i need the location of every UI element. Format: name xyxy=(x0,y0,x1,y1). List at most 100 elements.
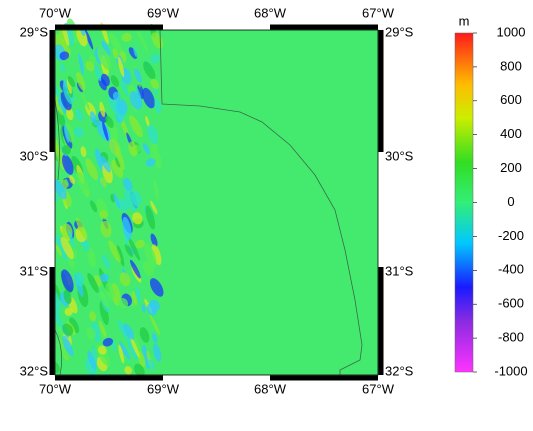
terrain-patch xyxy=(101,40,111,56)
terrain-patch xyxy=(78,53,84,75)
lat-label: 31°S xyxy=(385,263,414,278)
terrain-patch xyxy=(117,319,129,341)
terrain-patch xyxy=(137,29,148,53)
terrain-patch xyxy=(61,269,74,292)
terrain-patch xyxy=(120,80,129,97)
border-line xyxy=(159,29,363,375)
terrain-patch xyxy=(100,73,110,87)
terrain-patch xyxy=(53,179,67,200)
terrain-patch xyxy=(127,337,138,361)
terrain-patch xyxy=(62,336,74,357)
terrain-patch xyxy=(128,47,138,59)
terrain-patch xyxy=(150,200,158,215)
terrain-patch xyxy=(151,332,158,344)
terrain-patch xyxy=(118,344,125,364)
terrain-patch xyxy=(150,53,160,64)
colorbar-tick-label: 400 xyxy=(500,126,522,141)
terrain-patch xyxy=(131,290,138,306)
terrain-patch xyxy=(116,245,125,267)
lon-label: 68°W xyxy=(254,5,287,20)
colorbar-tick-label: -1000 xyxy=(494,363,527,378)
terrain-patch xyxy=(97,47,112,71)
terrain-patch xyxy=(89,200,98,213)
terrain-patch xyxy=(124,244,133,257)
terrain-patch xyxy=(113,193,120,209)
terrain-patch xyxy=(105,115,114,128)
terrain-patch xyxy=(145,116,150,127)
lon-label: 68°W xyxy=(254,381,287,396)
terrain-patch xyxy=(59,51,70,61)
terrain-patch xyxy=(129,115,143,138)
terrain-patch xyxy=(98,320,107,337)
terrain-patch xyxy=(128,237,141,261)
terrain-patch xyxy=(118,57,125,77)
terrain-patch xyxy=(119,341,131,361)
terrain-patch xyxy=(119,272,131,287)
terrain-patch xyxy=(110,75,120,88)
lat-label: 29°S xyxy=(20,24,49,39)
colorbar-tick-label: 800 xyxy=(500,58,522,73)
terrain-patch xyxy=(129,90,142,110)
terrain-patch xyxy=(89,311,97,322)
terrain-patch xyxy=(149,314,161,336)
colorbar xyxy=(454,32,474,373)
terrain-patch xyxy=(102,337,114,347)
terrain-patch xyxy=(98,345,107,355)
terrain-patch xyxy=(66,107,74,121)
terrain-patch xyxy=(118,298,129,309)
terrain-patch xyxy=(141,304,146,313)
terrain-patch xyxy=(153,343,162,362)
lon-label: 67°W xyxy=(362,381,395,396)
terrain-patch xyxy=(100,220,112,238)
terrain-patch xyxy=(116,98,128,116)
terrain-patch xyxy=(124,366,132,375)
terrain-patch xyxy=(99,209,108,220)
terrain-patch xyxy=(112,91,121,102)
terrain-patch xyxy=(85,60,95,72)
terrain-patch xyxy=(87,350,97,370)
lon-label: 70°W xyxy=(39,5,72,20)
terrain-patch xyxy=(59,26,68,49)
terrain-patch xyxy=(86,327,96,340)
terrain-patch xyxy=(76,172,90,196)
terrain-patch xyxy=(111,159,124,178)
terrain-patch xyxy=(76,71,86,91)
terrain-patch xyxy=(144,243,157,268)
terrain-patch xyxy=(69,175,76,185)
terrain-patch xyxy=(90,111,98,126)
map-area xyxy=(55,30,378,375)
lat-label: 32°S xyxy=(385,363,414,378)
terrain-patch xyxy=(64,178,69,187)
colorbar-unit: m xyxy=(459,13,470,28)
terrain-patch xyxy=(91,344,98,362)
terrain-patch xyxy=(99,177,107,188)
terrain-patch xyxy=(130,259,141,279)
terrain-patch xyxy=(147,359,155,371)
terrain-patch xyxy=(64,307,73,316)
terrain-patch xyxy=(143,61,156,80)
terrain-patch xyxy=(87,246,96,268)
terrain-patch xyxy=(112,48,119,60)
terrain-patch xyxy=(150,145,162,169)
terrain-patch xyxy=(98,110,108,123)
terrain-patch xyxy=(99,300,109,325)
terrain-patch xyxy=(69,317,80,334)
terrain-patch xyxy=(105,282,115,300)
lon-label: 69°W xyxy=(147,5,180,20)
terrain-patch xyxy=(121,32,132,42)
lat-label: 30°S xyxy=(20,148,49,163)
terrain-patch xyxy=(66,78,72,95)
terrain-patch xyxy=(55,245,62,256)
map-frame xyxy=(49,24,384,381)
terrain-patch xyxy=(62,145,71,155)
terrain-patch xyxy=(149,278,164,297)
terrain-patch xyxy=(67,76,76,88)
terrain-patch xyxy=(115,157,121,168)
lat-label: 31°S xyxy=(20,263,49,278)
terrain-patch xyxy=(150,78,160,90)
terrain-patch xyxy=(81,91,90,111)
terrain-patch xyxy=(102,254,111,270)
coast-line xyxy=(54,99,63,376)
terrain-patch xyxy=(80,146,87,158)
